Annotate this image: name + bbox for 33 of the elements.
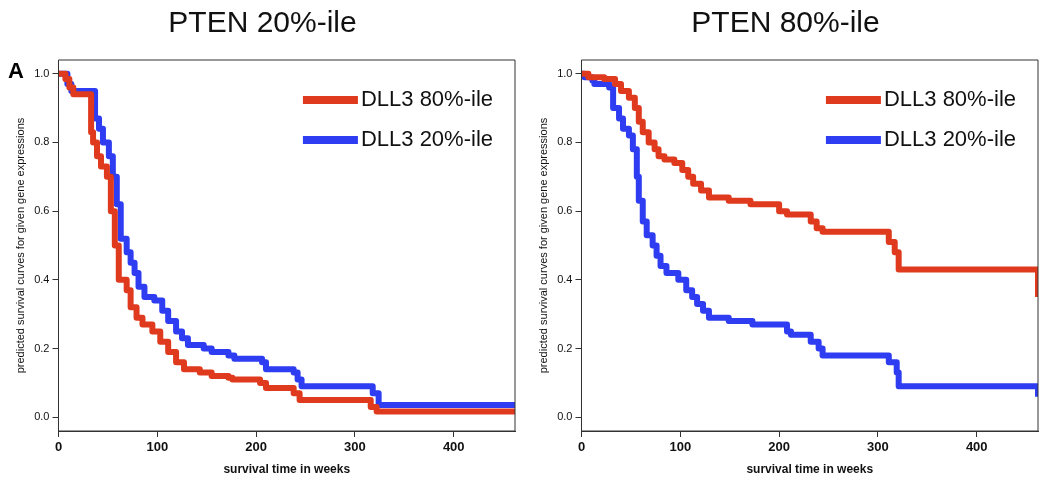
- x-tick-label: 200: [768, 439, 790, 455]
- y-tick-label: 0.8: [557, 135, 573, 148]
- chart-title: PTEN 20%-ile: [168, 5, 357, 39]
- x-tick-label: 0: [577, 439, 586, 455]
- x-axis-title: survival time in weeks: [746, 462, 874, 477]
- legend-label: DLL3 80%-ile: [883, 86, 1016, 112]
- x-tick-label: 300: [344, 439, 366, 455]
- x-tick-label: 400: [965, 439, 988, 455]
- y-tick-label: 0.2: [557, 341, 573, 354]
- x-tick-label: 0: [54, 439, 63, 455]
- text: A: [8, 58, 24, 84]
- y-tick-label: 0.6: [34, 204, 50, 217]
- y-tick-label: 0.6: [557, 204, 573, 217]
- x-tick-label: 100: [669, 439, 692, 455]
- chart-title: PTEN 80%-ile: [691, 5, 880, 39]
- y-tick-label: 0.8: [34, 135, 50, 148]
- legend-label: DLL3 20%-ile: [883, 126, 1016, 152]
- y-axis-title: predicted survival curves for given gene expressions: [536, 117, 549, 374]
- y-tick-label: 0.2: [34, 341, 50, 354]
- y-tick-label: 1.0: [34, 66, 50, 79]
- x-axis-title: survival time in weeks: [223, 462, 351, 477]
- y-tick-label: 0.4: [34, 272, 50, 285]
- y-tick-label: 0.0: [557, 410, 573, 423]
- y-tick-label: 1.0: [557, 66, 573, 79]
- legend-label: DLL3 80%-ile: [360, 86, 493, 112]
- y-tick-label: 0.0: [34, 410, 50, 423]
- x-tick-label: 300: [867, 439, 889, 455]
- legend-label: DLL3 20%-ile: [360, 126, 493, 152]
- x-tick-label: 100: [146, 439, 169, 455]
- x-tick-label: 400: [442, 439, 465, 455]
- x-tick-label: 200: [245, 439, 267, 455]
- y-tick-label: 0.4: [557, 272, 573, 285]
- y-axis-title: predicted survival curves for given gene expressions: [13, 117, 26, 374]
